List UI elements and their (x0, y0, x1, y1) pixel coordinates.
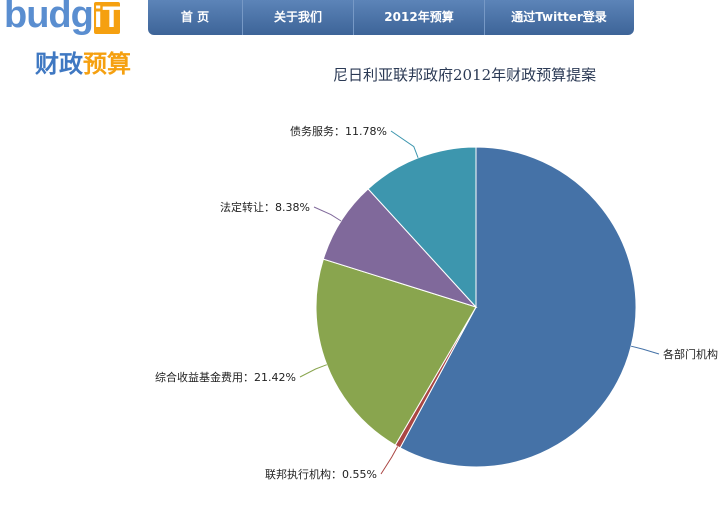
logo-it-badge: iT (94, 1, 121, 34)
logo-wordmark: budg iT (4, 0, 121, 36)
nav-item-budget-2012[interactable]: 2012年预算 (354, 0, 485, 35)
pie-connector-1 (630, 345, 660, 355)
nav-item-about[interactable]: 关于我们 (243, 0, 354, 35)
pie-slice-3[interactable] (315, 258, 477, 446)
budgit-logo[interactable]: budg iT 财政预算 (0, 0, 150, 80)
pie-connector-4 (313, 206, 342, 222)
pie-label-2: 联邦执行机构：0.55% (265, 467, 377, 481)
pie-connector-2 (380, 446, 399, 475)
pie-slice-5[interactable] (367, 146, 477, 309)
pie-connector-5 (390, 130, 419, 158)
logo-subtitle: 财政预算 (35, 50, 131, 78)
top-nav: 首 页 关于我们 2012年预算 通过Twitter登录 (148, 0, 634, 35)
pie-label-3: 综合收益基金费用：21.42% (155, 370, 296, 384)
pie-label-1: 各部门机构 (663, 347, 718, 361)
chart-title: 尼日利亚联邦政府2012年财政预算提案 (333, 66, 597, 84)
nav-item-twitter-login[interactable]: 通过Twitter登录 (511, 10, 607, 24)
pie-connector-3 (299, 364, 327, 378)
pie-label-5: 债务服务：11.78% (290, 124, 387, 138)
pie-label-4: 法定转让：8.38% (220, 200, 310, 214)
nav-item-home[interactable]: 首 页 (148, 0, 243, 35)
